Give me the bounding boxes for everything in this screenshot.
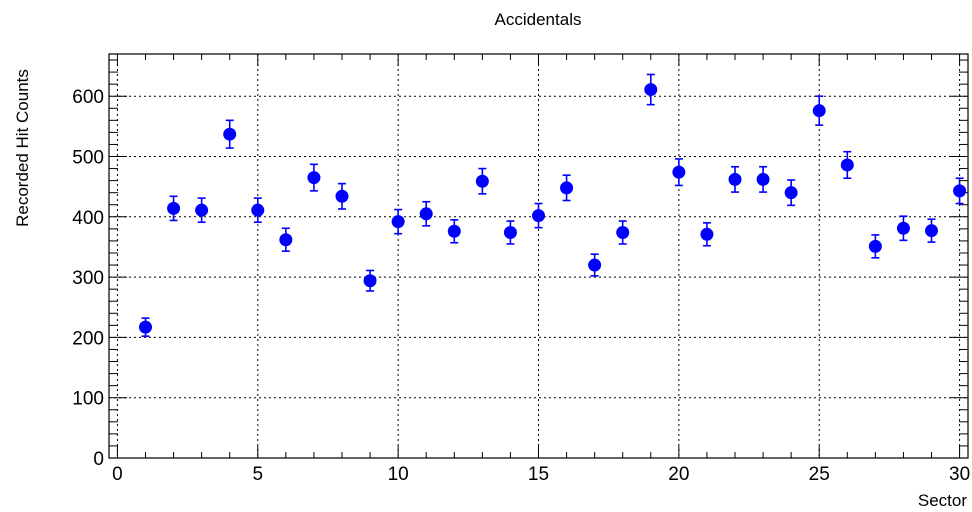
data-point-group: [700, 222, 714, 247]
x-tick-label: 5: [252, 464, 263, 485]
data-point-group: [391, 208, 405, 235]
data-point-group: [812, 95, 826, 126]
y-tick-label: 400: [72, 208, 104, 229]
data-point-group: [925, 218, 939, 243]
data-point-group: [363, 269, 377, 292]
data-point-group: [419, 200, 433, 227]
data-point: [756, 172, 770, 186]
data-point-group: [335, 182, 349, 210]
data-point-group: [784, 179, 798, 207]
data-point-group: [868, 234, 882, 259]
data-point-group: [588, 253, 602, 277]
data-point-group: [756, 165, 770, 193]
y-tick-label: 100: [72, 389, 104, 410]
data-point-group: [672, 158, 686, 187]
data-point: [784, 186, 798, 200]
data-point: [251, 203, 265, 217]
data-point-group: [447, 219, 461, 244]
x-tick-label: 25: [809, 464, 830, 485]
grid: [109, 54, 968, 459]
data-point: [532, 209, 545, 223]
data-point: [812, 104, 826, 118]
x-tick-label: 15: [528, 464, 549, 485]
x-tick-label: 30: [949, 464, 970, 485]
data-point-group: [644, 73, 658, 106]
data-point: [307, 171, 321, 185]
data-point-group: [532, 202, 545, 229]
x-tick-label: 10: [388, 464, 409, 485]
y-tick-label: 200: [72, 328, 104, 349]
data-point: [279, 233, 293, 247]
axis-ticks: [109, 54, 968, 459]
data-point-group: [475, 167, 489, 195]
data-point: [335, 189, 349, 203]
data-point: [363, 274, 377, 288]
data-point: [223, 127, 237, 141]
data-point: [896, 221, 910, 235]
data-point: [475, 174, 489, 188]
data-point: [672, 165, 686, 179]
data-point: [953, 184, 967, 198]
data-point-group: [616, 220, 630, 245]
data-point-group: [138, 317, 152, 337]
y-tick-label: 300: [72, 268, 104, 289]
plot-frame: [108, 53, 969, 459]
data-point-group: [560, 174, 574, 202]
data-point: [868, 239, 882, 253]
y-tick-label: 600: [72, 87, 104, 108]
data-point: [167, 201, 181, 215]
data-point-group: [167, 195, 181, 222]
data-point-group: [223, 119, 237, 149]
data-point: [616, 225, 630, 239]
data-point-group: [251, 197, 265, 224]
data-point: [728, 172, 742, 186]
x-tick-label: 0: [112, 464, 123, 485]
data-point: [644, 83, 658, 97]
data-point: [925, 224, 939, 238]
y-axis-label: Recorded Hit Counts: [13, 69, 32, 227]
chart-title: Accidentals: [495, 10, 582, 29]
data-point: [840, 158, 854, 172]
data-point: [138, 320, 152, 334]
data-point: [195, 203, 209, 217]
data-point-group: [503, 220, 517, 245]
data-point-group: [840, 150, 854, 180]
data-point: [391, 215, 405, 229]
data-point: [560, 181, 574, 195]
data-point-group: [307, 163, 321, 192]
x-tick-label: 20: [668, 464, 689, 485]
data-point-group: [279, 227, 293, 252]
data-point: [419, 207, 433, 221]
data-point-group: [953, 177, 967, 205]
data-point: [588, 258, 602, 272]
x-axis-label: Sector: [918, 491, 967, 510]
data-point: [447, 224, 461, 238]
y-tick-label: 500: [72, 148, 104, 169]
y-tick-label: 0: [93, 449, 104, 470]
data-point: [700, 227, 714, 241]
data-points: [138, 73, 967, 337]
data-point-group: [896, 215, 910, 242]
data-point: [503, 225, 517, 239]
data-point-group: [195, 197, 209, 224]
data-point-group: [728, 165, 742, 193]
